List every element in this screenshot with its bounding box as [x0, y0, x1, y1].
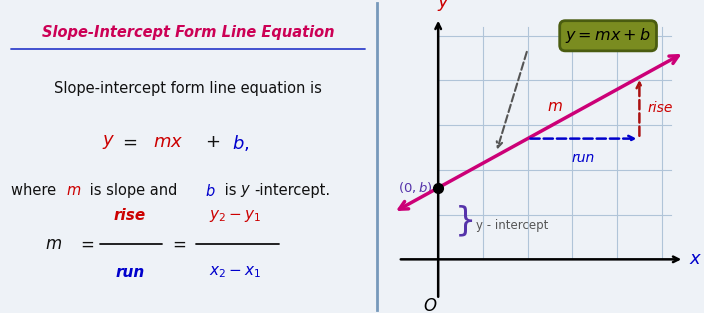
Text: $=$: $=$: [119, 133, 137, 151]
Text: $=$: $=$: [170, 235, 187, 253]
Text: $m$: $m$: [45, 235, 62, 253]
Text: $mx$: $mx$: [153, 133, 183, 151]
Text: $y$: $y$: [437, 0, 450, 13]
Text: $x$: $x$: [689, 250, 702, 268]
Text: run: run: [115, 265, 144, 280]
Text: Slope-Intercept Form Line Equation: Slope-Intercept Form Line Equation: [42, 25, 334, 40]
Text: y - intercept: y - intercept: [476, 219, 548, 232]
Text: }: }: [455, 205, 477, 238]
Text: where: where: [11, 183, 61, 198]
Text: $y_2 - y_1$: $y_2 - y_1$: [209, 208, 261, 224]
Text: $m$: $m$: [66, 183, 81, 198]
Text: $+$: $+$: [206, 133, 220, 151]
Text: -intercept.: -intercept.: [254, 183, 330, 198]
Text: $O$: $O$: [423, 297, 437, 313]
Text: rise: rise: [648, 101, 673, 115]
Text: $y$: $y$: [101, 133, 115, 151]
Text: $(0, b)$: $(0, b)$: [398, 180, 433, 195]
Text: run: run: [572, 151, 595, 165]
Text: is slope and: is slope and: [84, 183, 182, 198]
Text: is: is: [220, 183, 241, 198]
Text: $m$: $m$: [546, 99, 562, 114]
Text: $b,$: $b,$: [232, 133, 249, 153]
Text: rise: rise: [114, 208, 146, 223]
Text: $x_2 - x_1$: $x_2 - x_1$: [209, 264, 261, 280]
Text: $y$: $y$: [240, 183, 251, 199]
Text: $=$: $=$: [77, 235, 94, 253]
Text: $b$: $b$: [206, 183, 216, 199]
Text: Slope-intercept form line equation is: Slope-intercept form line equation is: [54, 81, 322, 96]
Text: $y = mx + b$: $y = mx + b$: [565, 26, 651, 45]
